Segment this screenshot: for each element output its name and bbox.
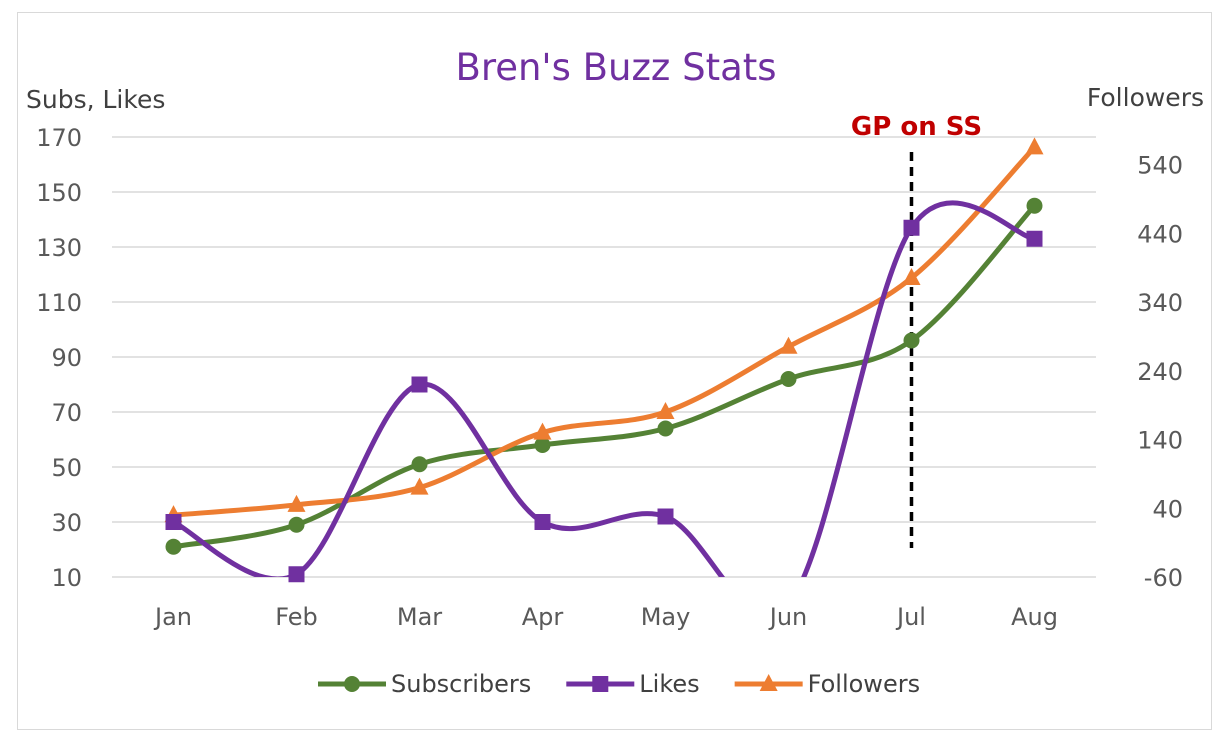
subscribers-point [657,420,674,437]
x-tick-label: Feb [275,603,318,631]
legend-item-likes: Likes [566,670,700,698]
likes-point [411,376,428,393]
y-left-tick-label: 10 [51,564,82,592]
legend: Subscribers Likes Followers [318,670,920,698]
likes-point [1026,230,1043,247]
tick-labels: 10 30 50 70 90 110 130 150 170 -60 40 140 240 340 440 5… [36,124,1183,631]
legend-label: Followers [808,670,920,698]
subscribers-point [1026,197,1043,214]
followers-point [656,402,675,419]
legend-label: Subscribers [391,670,531,698]
y-left-tick-label: 150 [36,179,82,207]
subscribers-point [903,332,920,349]
x-tick-label: Aug [1011,603,1058,631]
y-left-tick-label: 70 [51,399,82,427]
followers-point [1025,137,1044,155]
followers-point [410,477,429,495]
followers-point [902,267,921,285]
x-tick-label: Jun [768,603,808,631]
x-tick-label: Mar [397,603,442,631]
followers-point [779,336,798,354]
legend-swatch-marker [759,674,778,691]
legend-item-subscribers: Subscribers [318,670,531,698]
y-left-tick-label: 90 [51,344,82,372]
legend-label: Likes [639,670,699,698]
y-right-tick-label: 240 [1137,358,1183,386]
legend-swatch-marker [592,676,609,692]
y-right-tick-label: 540 [1137,152,1183,180]
legend-swatch-marker [344,676,360,692]
x-tick-label: Apr [522,603,564,631]
followers-point [287,494,306,512]
y-right-tick-label: 440 [1137,220,1183,248]
x-tick-label: Jan [153,603,192,631]
series-followers [164,137,1044,523]
series-subscribers [165,197,1043,555]
series-layer [164,137,1044,583]
likes-point [657,508,674,525]
annotation-layer: GP on SS [851,112,982,548]
likes-point [903,219,920,236]
subscribers-point [780,371,797,387]
y-axis-right-title: Followers [1087,83,1204,112]
y-axis-left-title: Subs, Likes [26,85,165,114]
y-left-tick-label: 110 [36,289,82,317]
x-tick-label: Jul [895,603,926,631]
subscribers-point [534,437,551,453]
likes-point [288,566,305,583]
likes-point [165,514,182,530]
y-left-tick-label: 30 [51,509,82,537]
likes-line [171,200,1037,577]
series-likes [165,200,1043,583]
subscribers-point [411,456,428,473]
followers-point [533,422,552,440]
y-right-tick-label: 340 [1137,289,1183,317]
subscribers-point [288,516,305,533]
likes-point [534,514,551,530]
y-right-tick-label: 40 [1152,495,1183,523]
y-left-tick-label: 50 [51,454,82,482]
annotation-label: GP on SS [851,112,982,142]
chart-frame [17,12,1212,730]
subscribers-point [165,538,182,555]
subscribers-line [171,203,1037,550]
followers-line [171,144,1037,518]
legend-item-followers: Followers [734,670,920,698]
gridlines [112,136,1096,578]
y-left-tick-label: 130 [36,234,82,262]
chart-title: Bren's Buzz Stats [455,46,776,89]
x-tick-label: May [641,603,691,631]
y-right-tick-label: 140 [1137,427,1183,455]
y-left-tick-label: 170 [36,124,82,152]
y-right-tick-label: -60 [1144,564,1183,592]
